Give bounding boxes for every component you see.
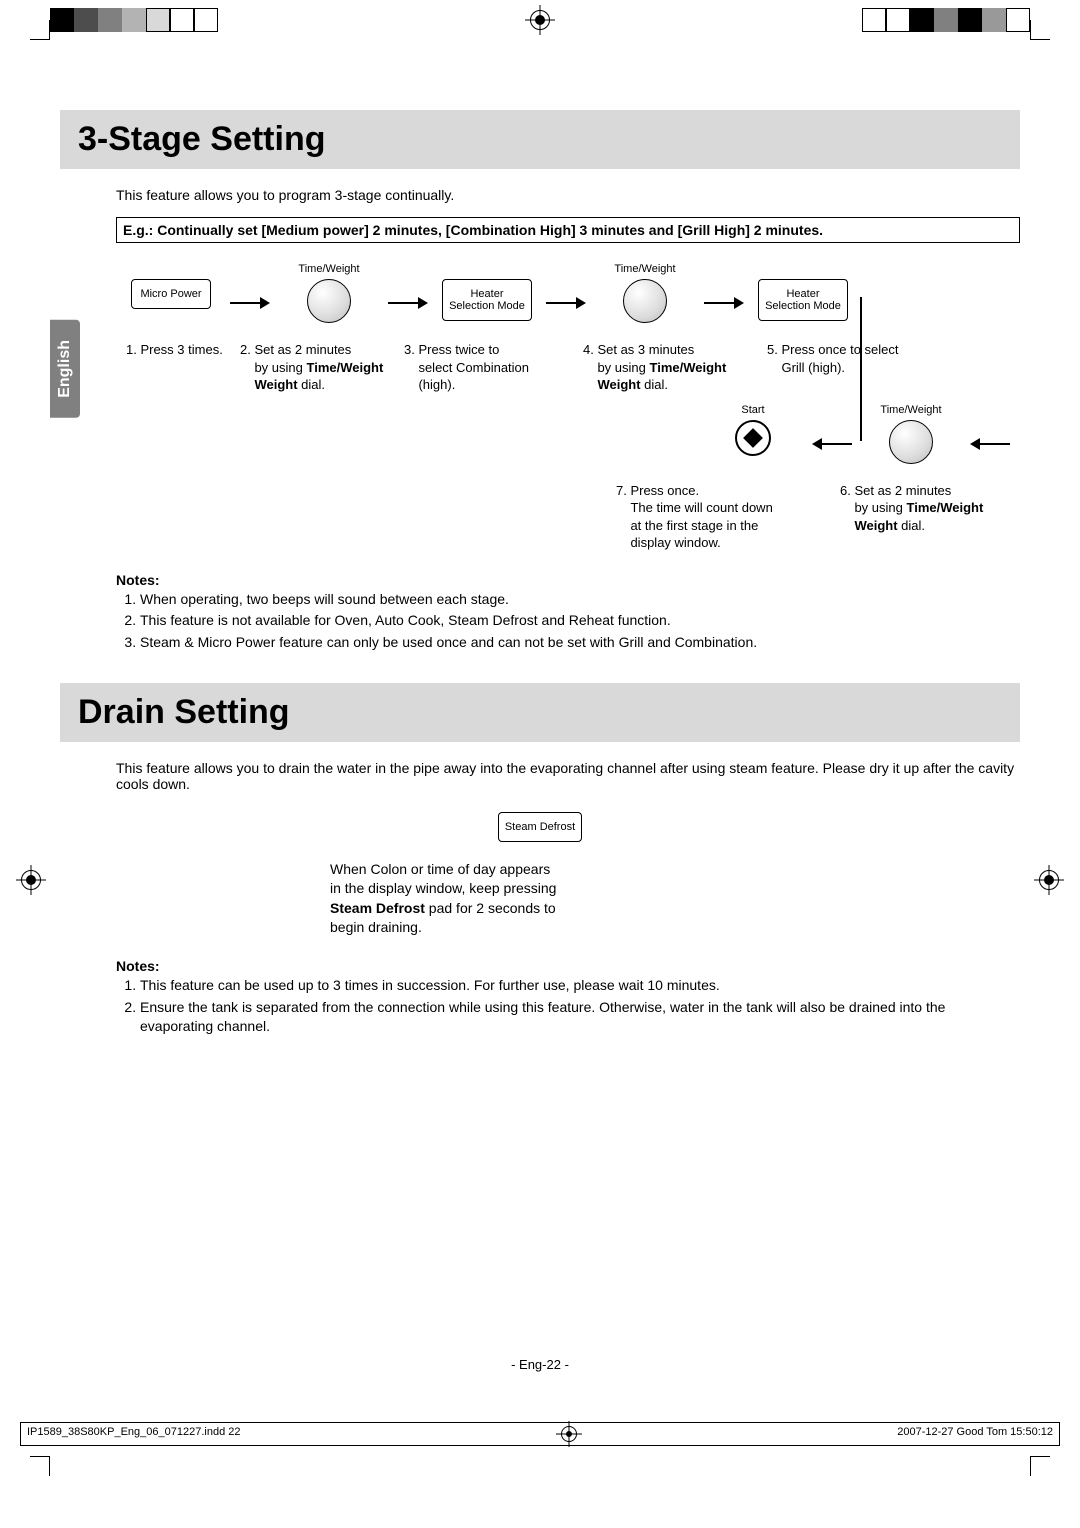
crop-corner-bottom-right — [1030, 1456, 1070, 1496]
start-button-icon — [735, 420, 771, 456]
footer-file-info: IP1589_38S80KP_Eng_06_071227.indd 22 — [27, 1426, 240, 1442]
page-number: - Eng-22 - — [60, 1357, 1020, 1372]
dial-icon — [889, 420, 933, 464]
step-2-caption: 2. Set as 2 minutes by using Time/Weight… — [240, 341, 390, 394]
notes-drain: Notes: This feature can be used up to 3 … — [116, 958, 1020, 1037]
step-6-caption: 6. Set as 2 minutes by using Time/Weight… — [840, 482, 1020, 535]
registration-bars-right — [862, 8, 1030, 32]
registration-mark-footer — [561, 1426, 577, 1442]
registration-mark-left — [20, 870, 42, 892]
step-3-caption: 3. Press twice to select Combination (hi… — [404, 341, 569, 394]
footer-bar: IP1589_38S80KP_Eng_06_071227.indd 22 200… — [20, 1422, 1060, 1446]
connector-line — [860, 297, 862, 441]
footer-timestamp: 2007-12-27 Good Tom 15:50:12 — [897, 1426, 1053, 1442]
dial-icon — [623, 279, 667, 323]
notes-title: Notes: — [116, 572, 1020, 588]
dial-label: Time/Weight — [866, 404, 956, 416]
crop-corner-bottom-left — [10, 1456, 50, 1496]
language-tab: English — [50, 320, 80, 418]
intro-drain: This feature allows you to drain the wat… — [116, 760, 1020, 792]
notes-3stage: Notes: When operating, two beeps will so… — [116, 572, 1020, 653]
registration-mark-top — [530, 10, 550, 30]
drain-instruction-block: Steam Defrost When Colon or time of day … — [330, 812, 750, 938]
arrow-left-icon — [812, 434, 852, 454]
micro-power-button: Micro Power — [131, 279, 211, 309]
section-title-text: 3-Stage Setting — [78, 120, 1002, 159]
note-item: This feature can be used up to 3 times i… — [140, 976, 1020, 996]
note-item: This feature is not available for Oven, … — [140, 611, 1020, 631]
step-7-caption: 7. Press once. The time will count down … — [616, 482, 826, 552]
note-item: When operating, two beeps will sound bet… — [140, 590, 1020, 610]
note-item: Ensure the tank is separated from the co… — [140, 998, 1020, 1037]
registration-mark-right — [1038, 870, 1060, 892]
arrow-left-icon — [970, 434, 1010, 454]
drain-instruction-text: When Colon or time of day appears in the… — [330, 860, 750, 938]
step-4-caption: 4. Set as 3 minutes by using Time/Weight… — [583, 341, 753, 394]
registration-bars-left — [50, 8, 218, 32]
diagram-3stage: Micro Power Time/Weight Heater Selection… — [126, 263, 1020, 552]
dial-label: Time/Weight — [284, 263, 374, 275]
crop-corner-top-left — [10, 0, 50, 40]
heater-mode-button: Heater Selection Mode — [758, 279, 848, 321]
start-label: Start — [708, 404, 798, 416]
heater-mode-button: Heater Selection Mode — [442, 279, 532, 321]
page-content: English 3-Stage Setting This feature all… — [0, 40, 1080, 1392]
arrow-icon — [704, 293, 744, 313]
example-bar: E.g.: Continually set [Medium power] 2 m… — [116, 217, 1020, 243]
crop-marks-top — [0, 0, 1080, 40]
step-5-caption: 5. Press once to select Grill (high). — [767, 341, 957, 376]
dial-label: Time/Weight — [600, 263, 690, 275]
section-title-3stage: 3-Stage Setting — [60, 110, 1020, 169]
step-1-caption: 1. Press 3 times. — [126, 341, 226, 359]
steam-defrost-button: Steam Defrost — [498, 812, 582, 842]
crop-corner-top-right — [1030, 0, 1070, 40]
intro-3stage: This feature allows you to program 3-sta… — [116, 187, 1020, 203]
section-title-drain: Drain Setting — [60, 683, 1020, 742]
arrow-icon — [388, 293, 428, 313]
note-item: Steam & Micro Power feature can only be … — [140, 633, 1020, 653]
notes-title: Notes: — [116, 958, 1020, 974]
arrow-icon — [546, 293, 586, 313]
arrow-icon — [230, 293, 270, 313]
crop-marks-bottom — [0, 1456, 1080, 1496]
section-title-text: Drain Setting — [78, 693, 1002, 732]
dial-icon — [307, 279, 351, 323]
